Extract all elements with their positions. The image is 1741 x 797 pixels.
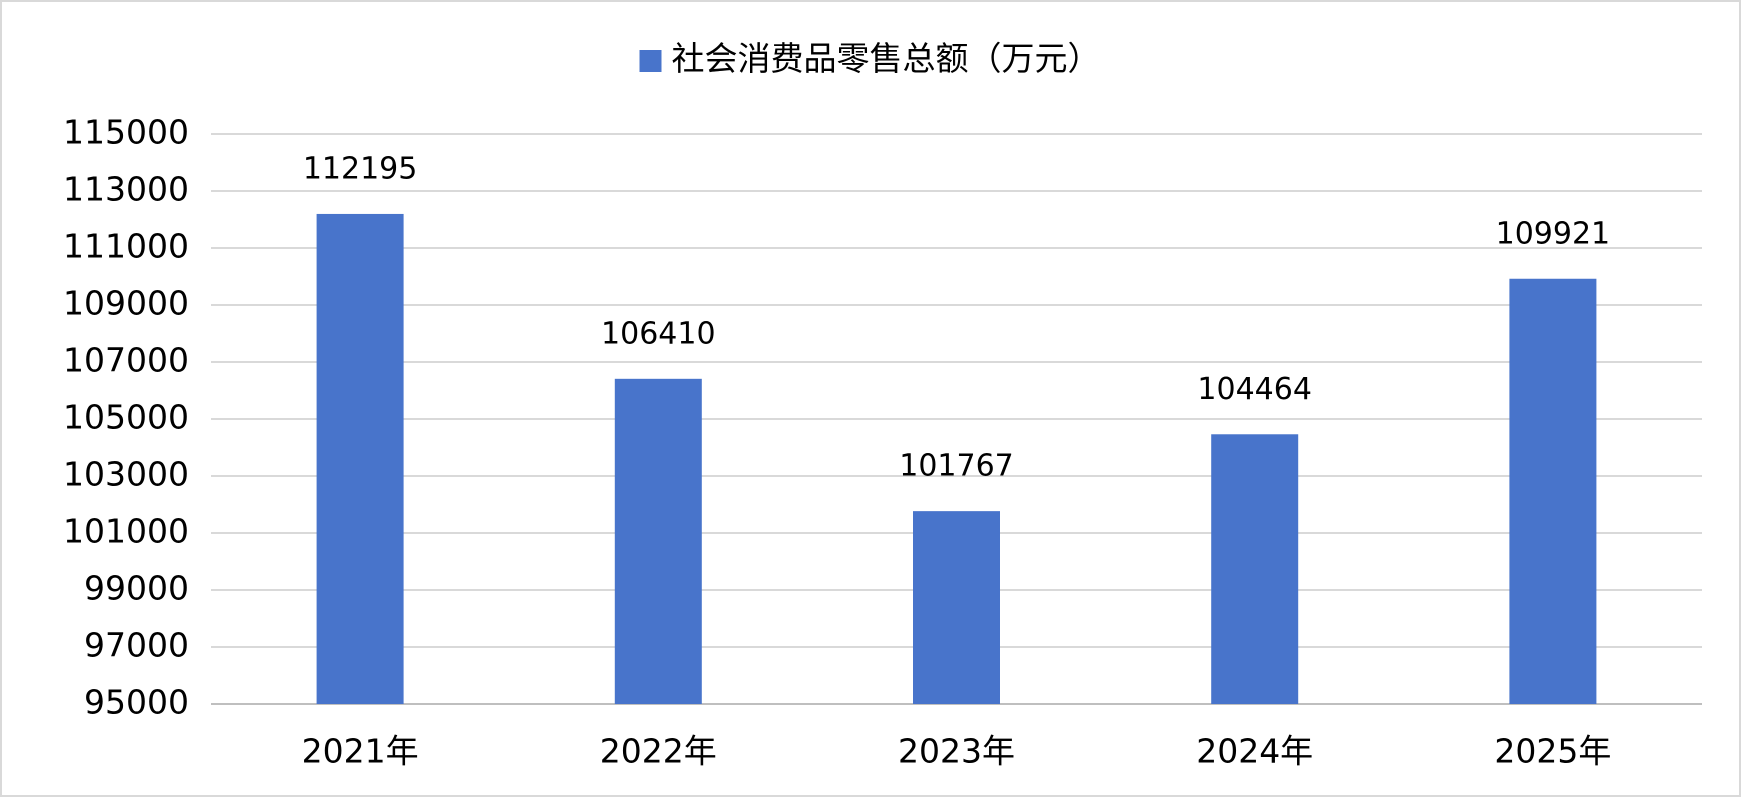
x-tick-label: 2025年 <box>1494 732 1611 771</box>
bar <box>913 511 1000 704</box>
y-tick-label: 97000 <box>84 626 189 665</box>
x-tick-label: 2022年 <box>600 732 717 771</box>
y-tick-label: 115000 <box>63 113 189 152</box>
x-tick-label: 2024年 <box>1196 732 1313 771</box>
data-label: 101767 <box>899 449 1014 484</box>
data-label: 109921 <box>1496 216 1611 251</box>
bar <box>1211 434 1299 704</box>
y-tick-label: 111000 <box>63 227 189 266</box>
x-tick-label: 2023年 <box>898 732 1015 771</box>
data-label: 112195 <box>303 151 418 186</box>
x-tick-label: 2021年 <box>302 732 419 771</box>
data-label: 106410 <box>601 316 716 351</box>
y-tick-label: 103000 <box>63 455 189 494</box>
legend-label: 社会消费品零售总额（万元） <box>672 39 1101 78</box>
data-label: 104464 <box>1197 372 1312 407</box>
y-tick-label: 109000 <box>63 284 189 323</box>
y-tick-label: 95000 <box>84 683 189 722</box>
legend-swatch <box>639 50 662 72</box>
y-tick-label: 107000 <box>63 341 189 380</box>
y-tick-label: 105000 <box>63 398 189 437</box>
y-tick-label: 101000 <box>63 512 189 551</box>
bar <box>614 378 702 704</box>
bar <box>316 213 404 704</box>
bar <box>1509 278 1597 704</box>
y-tick-label: 99000 <box>84 569 189 608</box>
y-tick-label: 113000 <box>63 170 189 209</box>
